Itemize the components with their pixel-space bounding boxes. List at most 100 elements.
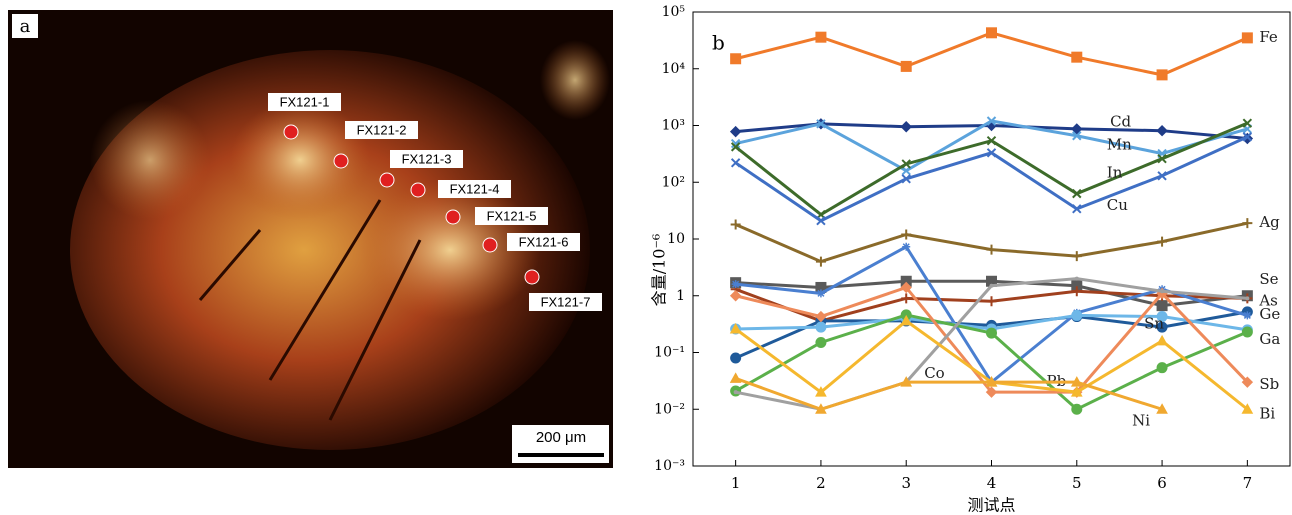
point: [816, 32, 826, 42]
point: [1242, 218, 1252, 228]
point: [1072, 52, 1082, 62]
point: [1072, 404, 1082, 414]
series-label: Se: [1259, 270, 1278, 288]
x-tick-label: 4: [987, 474, 997, 492]
point: [731, 373, 741, 382]
point: [987, 296, 997, 306]
spot-marker: [411, 183, 425, 197]
spot-marker: [525, 270, 539, 284]
series-line: [736, 33, 1248, 75]
point: [1243, 311, 1251, 319]
x-tick-label: 6: [1157, 474, 1167, 492]
point: [816, 322, 826, 332]
series-label: In: [1107, 164, 1123, 182]
point: [1157, 126, 1167, 136]
series-label: Sb: [1259, 375, 1279, 393]
y-tick-label: 10²: [662, 174, 685, 190]
point: [817, 289, 825, 297]
series-label: Ni: [1132, 411, 1150, 429]
series-label: Ge: [1259, 305, 1280, 323]
point: [1072, 251, 1082, 261]
panel-label: a: [20, 16, 31, 37]
y-axis-title: 含量/10⁻⁶: [650, 234, 669, 307]
series-label: Sn: [1144, 315, 1164, 333]
series-label: Ag: [1258, 213, 1280, 231]
series-line: [736, 123, 1248, 214]
point: [1075, 277, 1078, 280]
point: [731, 54, 741, 64]
y-tick-label: 10⁻²: [654, 401, 685, 417]
chart: 10⁻³ 10⁻² 10⁻¹ 1 10 10² 10³ 10⁴ 10⁵ 1 2 3 4 5 6 7 测试点 含量/…: [650, 4, 1291, 515]
y-tick-label: 10⁵: [662, 4, 686, 20]
point: [731, 291, 741, 301]
spot-label: FX121-2: [357, 122, 407, 137]
series-label: Cd: [1110, 113, 1131, 131]
spot-marker: [284, 125, 298, 139]
photo-highlight: [230, 100, 370, 220]
series-label: Co: [924, 364, 945, 382]
y-tick-label: 1: [676, 288, 685, 304]
point: [902, 243, 910, 251]
point: [990, 284, 993, 287]
series-label: Bi: [1259, 404, 1275, 422]
point: [987, 28, 997, 38]
series-label: Mn: [1107, 136, 1132, 154]
series-label: Ga: [1259, 330, 1280, 348]
spot-label: FX121-5: [487, 208, 537, 223]
spot-marker: [446, 210, 460, 224]
point: [1161, 290, 1164, 293]
spot-label: FX121-6: [519, 234, 569, 249]
series-label: Cu: [1107, 196, 1128, 214]
x-tick-label: 2: [816, 474, 826, 492]
y-tick-label: 10⁴: [662, 61, 686, 77]
point: [816, 338, 826, 348]
point: [1157, 237, 1167, 247]
plot-frame: [693, 12, 1290, 466]
point: [1242, 327, 1252, 337]
point: [987, 328, 997, 338]
point: [732, 159, 740, 167]
spot-label: FX121-7: [541, 294, 591, 309]
point: [734, 391, 737, 394]
point: [1157, 301, 1167, 311]
spot-marker: [380, 173, 394, 187]
point: [1242, 33, 1252, 43]
panel-label: b: [712, 31, 725, 55]
x-axis-title: 测试点: [967, 496, 1015, 515]
point: [816, 257, 826, 267]
photo-highlight: [90, 100, 210, 220]
point: [1157, 70, 1167, 80]
point: [731, 220, 741, 230]
point: [901, 230, 911, 240]
y-tick-label: 10⁻³: [654, 458, 685, 474]
figure: a FX121-1 FX121-2 FX121-3 FX121-4 FX121-5 FX1…: [0, 0, 1292, 515]
point: [901, 293, 911, 303]
y-tick-label: 10: [667, 231, 685, 247]
point: [1072, 310, 1082, 320]
x-tick-label: 1: [731, 474, 741, 492]
point: [731, 127, 741, 137]
micrograph: a FX121-1 FX121-2 FX121-3 FX121-4 FX121-5 FX1…: [8, 10, 613, 468]
point: [901, 61, 911, 71]
point: [732, 280, 740, 288]
scale-bar-label: 200 μm: [536, 429, 586, 446]
point: [1157, 363, 1167, 373]
point: [901, 122, 911, 132]
point: [987, 245, 997, 255]
spot-label: FX121-1: [280, 94, 330, 109]
spot-marker: [483, 238, 497, 252]
point: [731, 353, 741, 363]
spot-label: FX121-4: [450, 181, 500, 196]
series-label: Fe: [1259, 28, 1278, 46]
spot-label: FX121-3: [402, 151, 452, 166]
y-tick-label: 10⁻¹: [654, 345, 685, 361]
series-line: [736, 223, 1248, 261]
x-tick-label: 3: [901, 474, 911, 492]
y-tick-label: 10³: [662, 118, 685, 134]
spot-marker: [334, 154, 348, 168]
photo-highlight: [540, 40, 610, 120]
point: [1157, 336, 1167, 345]
x-tick-label: 5: [1072, 474, 1082, 492]
point: [1246, 297, 1249, 300]
x-tick-label: 7: [1243, 474, 1253, 492]
